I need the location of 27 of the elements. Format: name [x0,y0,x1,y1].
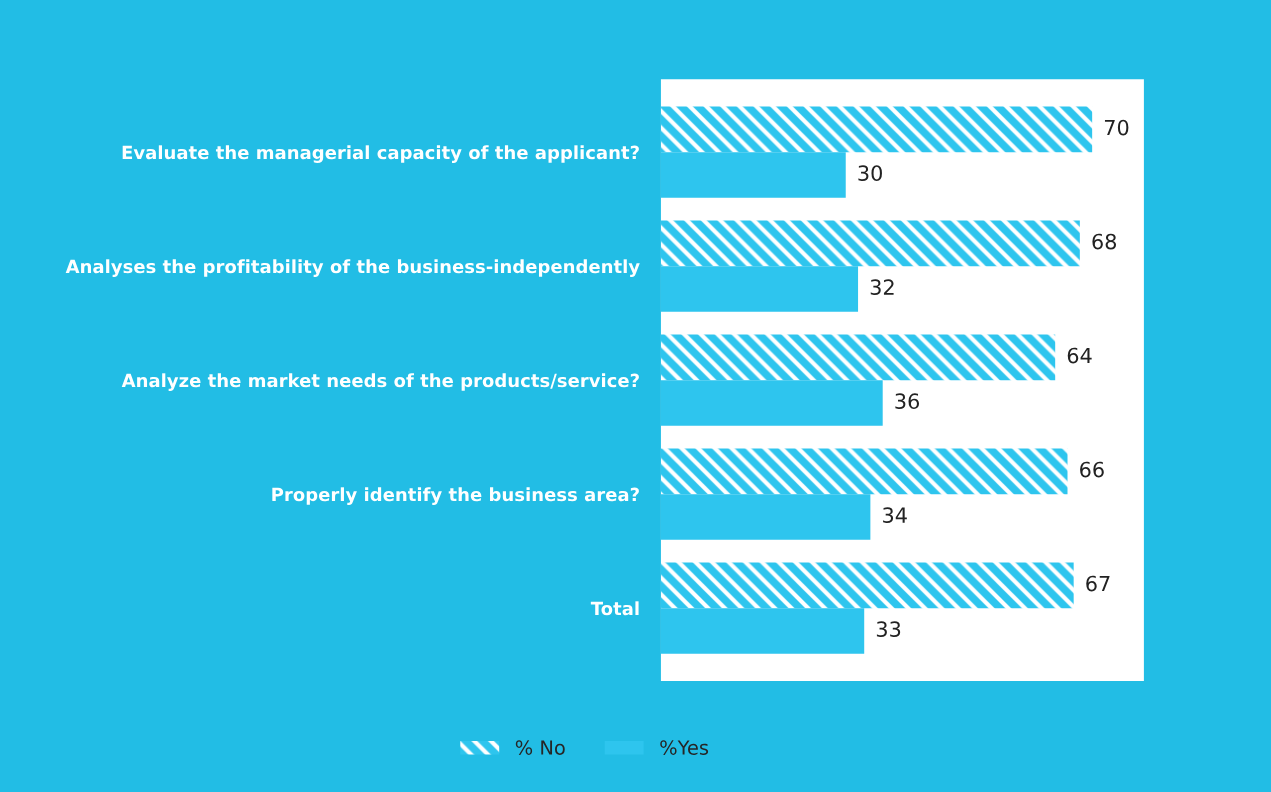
bar [660,494,871,540]
bar [660,380,883,426]
bar [660,220,1080,267]
y-tick-label: Total [590,601,639,616]
y-tick-label: Analyze the market needs of the products/service? [121,373,639,391]
data-label: 66 [1080,461,1104,478]
data-label: 34 [883,507,907,523]
data-label: 68 [1092,233,1117,250]
data-label: 33 [876,621,901,637]
data-label: 36 [895,393,920,409]
legend-label: % No [515,740,565,755]
bar [660,562,1074,609]
y-tick-label: Evaluate the managerial capacity of the applicant? [122,145,639,163]
bar [660,106,1093,153]
bar [660,608,865,654]
data-label: 64 [1067,347,1092,364]
bar [660,266,859,312]
data-label: 70 [1104,119,1129,136]
bar [660,448,1068,495]
data-label: 30 [858,165,882,181]
y-tick-label: Properly identify the business area? [272,487,639,505]
data-label: 67 [1086,575,1110,592]
bar [660,152,846,198]
legend-label: %Yes [660,740,709,755]
data-label: 32 [870,279,894,295]
bar [660,334,1056,381]
y-tick-label: Analyses the profitability of the business-independently [65,259,640,277]
